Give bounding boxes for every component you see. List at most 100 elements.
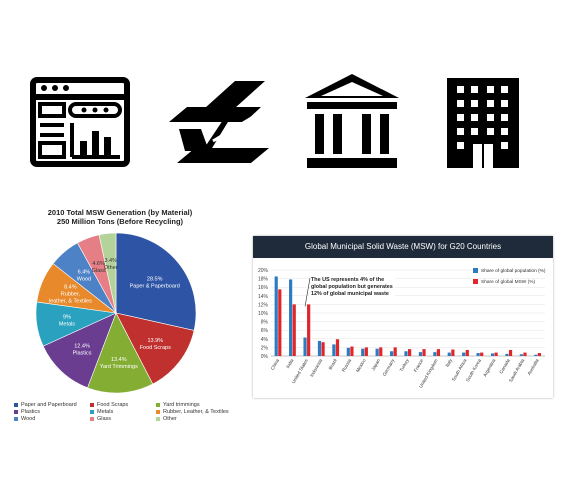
g20-msw-bar-chart-panel: Global Municipal Solid Waste (MSW) for G… [253, 236, 553, 398]
bar [346, 347, 350, 356]
bar [404, 351, 408, 356]
pie-chart: 28.5%Paper & Paperboard 13.9%Food Scraps 1… [35, 232, 197, 394]
x-tick-label: Turkey [399, 357, 411, 372]
bar [433, 352, 437, 356]
x-tick-label: France [413, 358, 425, 373]
bar [408, 349, 412, 356]
pie-slice [87, 312, 154, 394]
bar [505, 353, 509, 356]
bar [480, 352, 484, 356]
y-tick-label: 2% [261, 345, 269, 351]
y-tick-label: 6% [261, 328, 269, 334]
y-tick-label: 18% [258, 277, 269, 283]
bar [418, 352, 423, 356]
bar [292, 304, 296, 356]
bar [289, 279, 293, 356]
bar [375, 348, 379, 356]
bar [523, 352, 527, 356]
bar [537, 352, 541, 356]
pie-title-line: 2010 Total MSW Generation (by Material) [47, 208, 193, 217]
pie-slice [98, 232, 117, 314]
pie-slice-label: 13.4% [111, 357, 127, 363]
pie-slice-label: Metals [59, 322, 75, 328]
pie-slice-label: 3.4% [104, 258, 117, 264]
y-tick-label: 10% [258, 311, 269, 317]
x-tick-label: Russia [341, 358, 353, 373]
dashboard-icon [30, 77, 130, 167]
x-tick-label: Japan [370, 358, 381, 372]
y-tick-label: 16% [258, 285, 269, 291]
pie-slice-label: Food Scraps [140, 345, 171, 351]
bar [335, 339, 340, 356]
pie-slice-label: Plastics [73, 351, 92, 357]
bar-chart: 0%2%4%6%8%10%12%14%16%18%20%China IndiaUn… [258, 268, 546, 389]
pie-slice-label: 8.4% [64, 285, 77, 291]
pie-legend-item: Glass [90, 416, 156, 422]
legend-label: Other [163, 416, 177, 422]
x-tick-label: Mexico [355, 358, 367, 373]
bar [274, 276, 278, 356]
x-tick-label: Italy [445, 357, 454, 367]
bar-legend-swatch [473, 279, 478, 284]
y-tick-label: 12% [258, 302, 269, 308]
x-tick-label: Indonesia [309, 358, 324, 378]
x-tick-label: Brazil [328, 358, 338, 370]
y-tick-label: 0% [261, 354, 269, 360]
pie-slice [115, 312, 195, 385]
bar [278, 289, 282, 356]
legend-swatch [156, 403, 160, 407]
pie-subtitle-line: 250 Million Tons (Before Recycling) [56, 217, 184, 226]
bar [393, 347, 397, 356]
annotation-box [309, 274, 395, 298]
legend-label: Yard trimmings [163, 402, 200, 408]
bar-chart-title: Global Municipal Solid Waste (MSW) for G… [253, 236, 553, 258]
bar [307, 304, 311, 356]
pie-legend-item: Metals [90, 409, 156, 415]
y-tick-label: 4% [261, 337, 269, 343]
pie-slice-label: Paper & Paperboard [130, 283, 180, 289]
x-tick-label: Argentina [482, 358, 496, 378]
bar-legend-label: Share of global MSW (%) [481, 279, 536, 285]
legend-label: Wood [21, 416, 36, 422]
y-tick-label: 14% [258, 294, 269, 300]
pie-slice-label: Glass [92, 268, 106, 274]
pie-legend: Paper and Paperboard Food Scraps Yard trim… [14, 402, 240, 422]
msw-pie-chart-panel: 2010 Total MSW Generation (by Material) … [0, 200, 240, 430]
x-tick-label: Saudi Arabia [508, 358, 526, 383]
bar-legend-swatch [473, 268, 478, 273]
pie-slice-label: Other [104, 265, 118, 271]
legend-swatch [14, 410, 18, 414]
pie-slice-label: Wood [77, 277, 91, 283]
bar [451, 349, 455, 356]
pie-legend-item: Food Scraps [90, 402, 156, 408]
pie-slice [115, 232, 197, 331]
bar [422, 349, 426, 356]
bar [303, 337, 307, 356]
pie-slice [42, 312, 117, 389]
legend-label: Metals [97, 409, 114, 415]
x-tick-label: China [270, 358, 281, 371]
bar [364, 347, 368, 356]
bar [490, 353, 495, 356]
bar [317, 340, 322, 356]
legend-swatch [90, 410, 94, 414]
annotation-text: The US represents 4% of the [311, 277, 384, 283]
pie-legend-item: Paper and Paperboard [14, 402, 90, 408]
annotation-text: global population but generates [311, 284, 393, 290]
pie-legend-item: Rubber, Leather, & Textiles [156, 409, 240, 415]
bar [389, 351, 394, 356]
pie-legend-item: Wood [14, 416, 90, 422]
legend-swatch [14, 403, 18, 407]
legend-swatch [156, 417, 160, 421]
legend-swatch [90, 403, 94, 407]
bar [321, 342, 325, 356]
bar [462, 352, 466, 356]
bar [476, 352, 480, 356]
legend-swatch [14, 417, 18, 421]
legend-label: Paper and Paperboard [21, 402, 77, 408]
pie-chart-title: 2010 Total MSW Generation (by Material) … [0, 208, 240, 226]
x-tick-label: India [285, 358, 295, 370]
bar [519, 354, 523, 356]
pie-legend-item: Other [156, 416, 240, 422]
annotation-arrow [304, 277, 311, 307]
